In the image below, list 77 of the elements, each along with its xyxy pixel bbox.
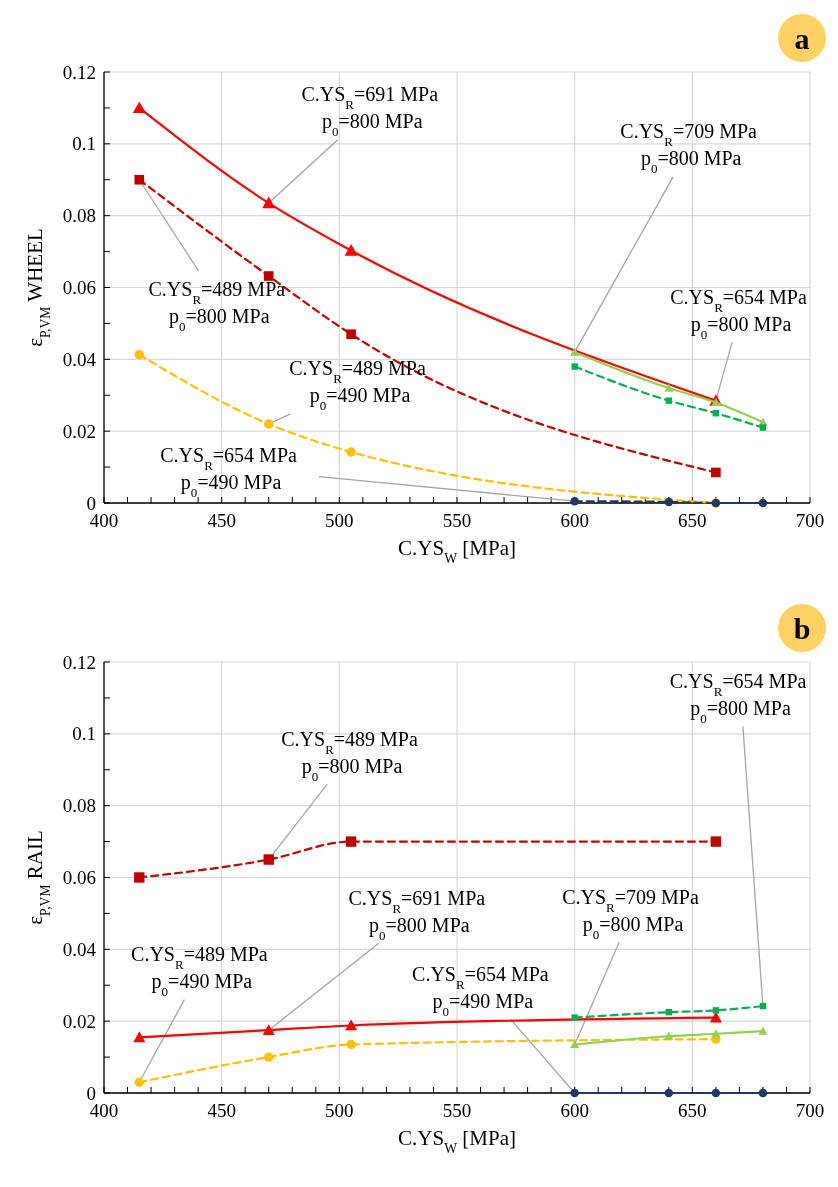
y-tick-label: 0.08	[62, 205, 96, 227]
point	[262, 1024, 275, 1035]
point	[570, 496, 579, 506]
point	[134, 1077, 144, 1087]
point	[570, 347, 580, 356]
chart-title: b	[793, 611, 811, 645]
x-axis-title: C.YS$_{W}$ [MPa]	[398, 1126, 516, 1156]
annotation: C.YS$_{R}$=654 MPa p$_{0}$=800 MPa	[669, 669, 812, 726]
annotation: C.YS$_{R}$=691 MPa p$_{0}$=800 MPa	[301, 83, 444, 139]
point	[134, 349, 144, 360]
point	[664, 497, 674, 507]
point	[132, 101, 146, 114]
y-tick-label: 0.06	[62, 277, 96, 299]
point	[345, 836, 357, 847]
annotation: C.YS$_{R}$=654 MPa p$_{0}$=490 MPa	[160, 443, 302, 500]
x-tick-label: 450	[207, 510, 236, 531]
x-tick-label: 650	[678, 510, 707, 531]
point	[262, 196, 276, 209]
annotation: C.YS$_{R}$=654 MPa p$_{0}$=490 MPa	[412, 962, 554, 1019]
annotation: C.YS$_{R}$=489 MPa p$_{0}$=490 MPa	[131, 943, 273, 999]
point	[134, 872, 145, 883]
y-tick-label: 0.08	[62, 795, 96, 817]
point	[344, 244, 358, 256]
x-tick-label: 600	[560, 1100, 589, 1121]
y-tick-label: 0.12	[62, 61, 96, 83]
point	[134, 174, 145, 185]
point	[264, 1052, 274, 1062]
point	[570, 1040, 580, 1049]
annotation: C.YS$_{R}$=489 MPa p$_{0}$=800 MPa	[281, 727, 423, 784]
point	[758, 498, 768, 508]
x-tick-label: 700	[795, 1100, 825, 1121]
point	[571, 1014, 578, 1021]
y-tick-label: 0.06	[62, 867, 96, 889]
point	[345, 1019, 358, 1031]
point	[263, 271, 274, 281]
y-tick-label: 0.1	[72, 133, 96, 155]
point	[711, 1029, 721, 1038]
point	[133, 1031, 146, 1043]
point	[664, 1088, 674, 1098]
point	[263, 854, 274, 865]
x-tick-label: 600	[560, 510, 589, 531]
annotation: C.YS$_{R}$=489 MPa p$_{0}$=800 MPa	[148, 278, 291, 334]
point	[758, 1026, 768, 1035]
point	[665, 397, 672, 404]
y-tick-label: 0.02	[62, 420, 96, 442]
y-tick-label: 0.04	[62, 938, 97, 960]
chart-title: a	[794, 21, 810, 55]
point	[346, 447, 356, 457]
point	[570, 1088, 579, 1098]
x-tick-label: 450	[207, 1100, 236, 1121]
point	[759, 424, 767, 431]
point	[571, 363, 578, 370]
point	[710, 836, 722, 847]
y-tick-label: 0.04	[62, 348, 97, 370]
y-tick-label: 0.02	[62, 1010, 96, 1032]
annotation: C.YS$_{R}$=709 MPa p$_{0}$=800 MPa	[562, 885, 704, 942]
point	[346, 329, 356, 339]
point	[664, 1031, 674, 1040]
point	[711, 1088, 721, 1098]
point	[711, 467, 721, 478]
annotation: C.YS$_{R}$=709 MPa p$_{0}$=800 MPa	[620, 120, 762, 176]
y-tick-label: 0.12	[62, 651, 96, 673]
x-tick-label: 700	[795, 510, 825, 531]
point	[664, 383, 674, 392]
annotation: C.YS$_{R}$=654 MPa p$_{0}$=800 MPa	[670, 285, 812, 342]
x-tick-label: 500	[325, 510, 354, 531]
point	[712, 1007, 720, 1014]
annotation: C.YS$_{R}$=691 MPa p$_{0}$=800 MPa	[348, 886, 491, 943]
x-tick-label: 550	[442, 1100, 472, 1121]
x-axis-title: C.YS$_{W}$ [MPa]	[398, 536, 516, 566]
x-tick-label: 500	[325, 1100, 354, 1121]
point	[346, 1039, 356, 1050]
point	[264, 419, 274, 429]
y-tick-label: 0.1	[72, 723, 96, 745]
x-tick-label: 650	[678, 1100, 707, 1121]
x-tick-label: 550	[442, 510, 472, 531]
point	[758, 1088, 768, 1098]
